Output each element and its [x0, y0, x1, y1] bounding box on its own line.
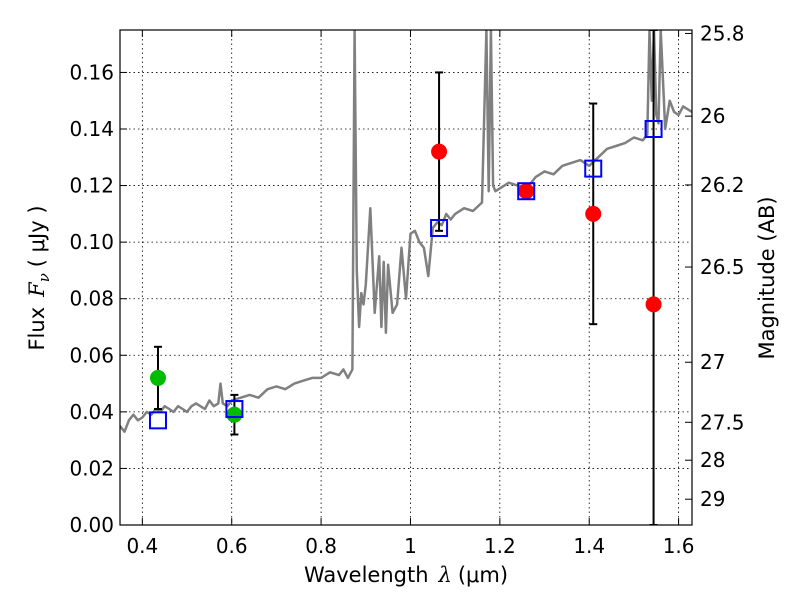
x-tick-label: 1	[404, 534, 417, 558]
y-tick-label: 0.08	[69, 287, 114, 311]
model-photometry-square	[430, 219, 449, 237]
sed-model-layer	[120, 30, 692, 433]
y-axis-symbol: F	[25, 281, 49, 298]
x-tick-label: 1.4	[573, 534, 605, 558]
magnitude-tick-labels: 25.8 26 26.2 26.5 27 27.5 28 29	[700, 21, 745, 511]
y-tick-label: 0.02	[69, 456, 114, 480]
model-photometry-square	[517, 182, 536, 201]
x-tick-label: 1.6	[663, 534, 695, 558]
y-axis-title-text: Flux	[25, 307, 49, 351]
magnitude-tick-label: 26	[700, 104, 725, 128]
y-tick-label: 0.04	[69, 400, 114, 424]
optical-data-point	[149, 369, 166, 386]
x-axis-title-text: Wavelength	[304, 563, 429, 587]
x-tick-labels: 0.4 0.6 0.8 1 1.2 1.4 1.6	[126, 534, 694, 558]
magnitude-tick-label: 25.8	[700, 21, 745, 45]
nir-data-point	[585, 205, 602, 222]
y-tick-label: 0.00	[69, 513, 114, 537]
nir-data-point	[518, 183, 535, 200]
nir-data-point	[645, 296, 662, 313]
y-tick-label: 0.12	[69, 174, 114, 198]
model-photometry-square	[584, 159, 603, 178]
x-tick-label: 0.8	[305, 534, 337, 558]
x-axis-symbol: λ	[438, 563, 452, 587]
model-photometry-square	[225, 400, 244, 419]
nir-data-point	[431, 143, 448, 160]
y-tick-label: 0.16	[69, 60, 114, 84]
tick-marks	[120, 30, 692, 526]
grid-lines	[120, 30, 692, 525]
x-axis-unit: (μm)	[458, 563, 508, 587]
model-photometry-square	[148, 411, 167, 430]
x-axis-title: Wavelength λ (μm)	[304, 563, 508, 587]
sed-model-line	[120, 30, 692, 433]
magnitude-axis-title: Magnitude (AB)	[755, 196, 779, 359]
magnitude-tick-label: 26.2	[700, 173, 745, 197]
plot-area	[120, 30, 692, 525]
x-tick-label: 1.2	[484, 534, 516, 558]
y-tick-labels: 0.00 0.02 0.04 0.06 0.08 0.10 0.12 0.14 0.16	[69, 60, 114, 537]
y-axis-subscript: ν	[35, 273, 53, 282]
optical-data-point	[226, 406, 243, 423]
plot-frame	[119, 29, 693, 526]
magnitude-tick-label: 27.5	[700, 410, 745, 434]
y-tick-label: 0.14	[69, 117, 114, 141]
x-tick-label: 0.6	[216, 534, 248, 558]
magnitude-tick-label: 27	[700, 350, 725, 374]
x-tick-label: 0.4	[126, 534, 158, 558]
magnitude-tick-label: 26.5	[700, 255, 745, 279]
y-tick-label: 0.10	[69, 230, 114, 254]
magnitude-tick-label: 29	[700, 487, 725, 511]
y-axis-title: Flux Fν ( μJy )	[25, 205, 53, 350]
magnitude-tick-label: 28	[700, 448, 725, 472]
model-photometry-square	[644, 120, 663, 138]
y-tick-label: 0.06	[69, 343, 114, 367]
markers-layer	[148, 120, 663, 430]
y-axis-unit: ( μJy )	[25, 205, 49, 267]
